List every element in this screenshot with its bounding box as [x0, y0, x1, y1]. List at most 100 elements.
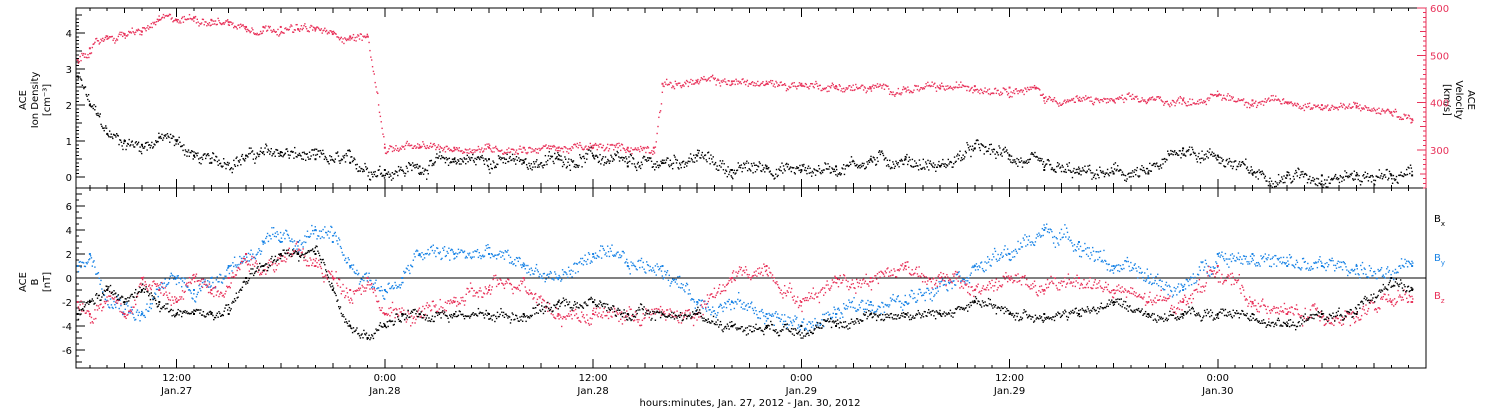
by-sample	[535, 263, 538, 266]
bottom-tick-label: 4	[66, 226, 72, 237]
density-sample	[1284, 177, 1287, 179]
top-left-ylabel-line3: [cm⁻³]	[42, 84, 53, 116]
by-sample	[148, 310, 150, 313]
velocity-sample	[297, 28, 299, 30]
density-sample	[490, 163, 492, 165]
velocity-sample	[855, 83, 857, 86]
density-sample	[646, 160, 648, 162]
density-sample	[496, 163, 498, 165]
density-sample	[351, 160, 354, 163]
density-sample	[381, 175, 383, 177]
velocity-sample	[1203, 101, 1206, 104]
velocity-sample	[699, 79, 702, 81]
velocity-sample	[1341, 106, 1344, 109]
density-sample	[130, 141, 133, 143]
by-sample	[547, 273, 549, 276]
by-sample	[432, 244, 434, 246]
velocity-sample	[496, 148, 499, 151]
density-sample	[962, 154, 964, 156]
velocity-sample	[1086, 97, 1089, 99]
density-sample	[1062, 166, 1064, 168]
density-sample	[243, 158, 245, 161]
density-sample	[550, 156, 553, 158]
density-sample	[137, 143, 139, 145]
density-sample	[1126, 178, 1128, 180]
density-sample	[1027, 159, 1029, 161]
density-sample	[1065, 171, 1067, 174]
density-sample	[543, 164, 546, 166]
density-sample	[1201, 150, 1203, 152]
density-sample	[1288, 171, 1290, 174]
velocity-sample	[632, 148, 634, 151]
velocity-sample	[936, 85, 939, 87]
density-sample	[1252, 174, 1254, 176]
velocity-sample	[1231, 97, 1234, 100]
velocity-sample	[662, 85, 664, 87]
density-sample	[202, 154, 205, 156]
velocity-sample	[1267, 98, 1269, 100]
density-sample	[779, 166, 782, 168]
density-sample	[1343, 179, 1345, 181]
by-sample	[824, 319, 827, 322]
density-sample	[538, 166, 540, 168]
velocity-sample	[1327, 109, 1330, 112]
velocity-sample	[558, 146, 560, 148]
velocity-sample	[665, 83, 667, 85]
density-sample	[495, 166, 497, 169]
velocity-sample	[615, 144, 618, 146]
velocity-sample	[1294, 104, 1297, 106]
velocity-sample	[94, 41, 96, 44]
velocity-sample	[216, 23, 218, 26]
velocity-sample	[827, 85, 829, 87]
by-sample	[580, 263, 583, 265]
velocity-sample	[672, 85, 674, 87]
by-sample	[139, 320, 141, 322]
density-sample	[106, 132, 109, 135]
density-sample	[208, 162, 211, 164]
by-sample	[228, 272, 231, 275]
velocity-sample	[973, 89, 975, 91]
velocity-sample	[1051, 98, 1053, 101]
density-sample	[1114, 162, 1117, 164]
velocity-sample	[578, 144, 580, 146]
velocity-sample	[1366, 107, 1368, 109]
velocity-sample	[121, 35, 124, 38]
density-sample	[373, 173, 376, 176]
velocity-sample	[1248, 103, 1250, 105]
velocity-sample	[458, 147, 461, 149]
velocity-sample	[305, 26, 307, 28]
density-sample	[1408, 167, 1410, 169]
velocity-sample	[186, 18, 188, 21]
by-sample	[256, 253, 258, 255]
density-sample	[935, 170, 937, 173]
velocity-sample	[1358, 107, 1360, 110]
velocity-sample	[331, 31, 333, 33]
velocity-sample	[1150, 98, 1152, 101]
by-sample	[222, 278, 225, 280]
density-sample	[486, 164, 489, 167]
by-sample	[314, 226, 316, 228]
velocity-sample	[697, 78, 699, 81]
velocity-sample	[740, 82, 742, 85]
by-point	[76, 265, 79, 267]
density-sample	[686, 162, 689, 164]
by-sample	[849, 306, 852, 308]
density-sample	[1293, 178, 1295, 180]
density-sample	[1295, 171, 1298, 174]
by-sample	[299, 249, 302, 251]
by-sample	[395, 284, 397, 287]
velocity-sample	[893, 93, 895, 96]
by-sample	[737, 298, 739, 301]
velocity-sample	[1402, 118, 1404, 120]
velocity-sample	[988, 88, 991, 90]
density-sample	[209, 158, 212, 160]
density-sample	[751, 165, 754, 167]
density-sample	[815, 169, 818, 172]
density-sample	[78, 72, 80, 74]
density-sample	[668, 164, 670, 166]
by-sample	[1020, 246, 1023, 248]
density-sample	[466, 154, 468, 157]
velocity-sample	[715, 84, 717, 86]
density-sample	[860, 164, 862, 166]
density-sample	[790, 170, 793, 173]
